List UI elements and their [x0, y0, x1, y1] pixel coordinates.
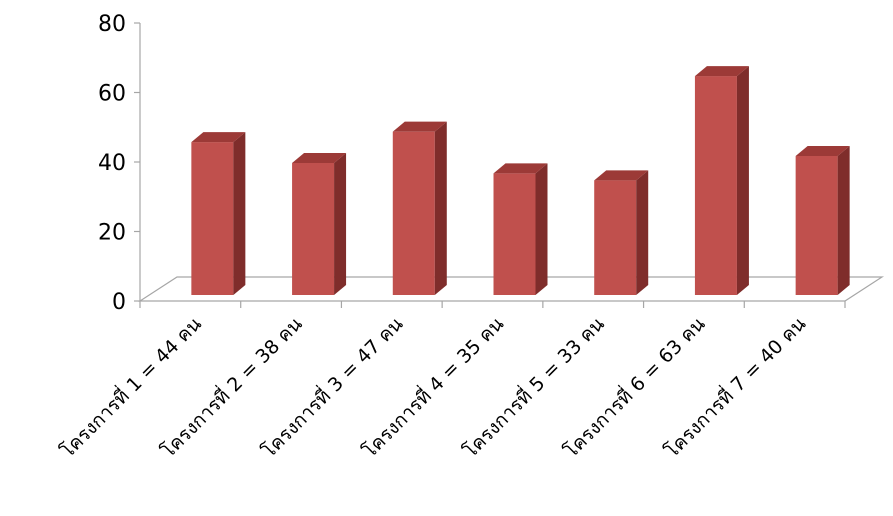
bar-top-face [694, 66, 749, 77]
y-tick-label: 60 [98, 82, 126, 107]
bar-side-face [736, 66, 749, 295]
y-tick-label: 40 [98, 151, 126, 176]
bar [694, 66, 749, 295]
bar-front-face [392, 131, 435, 295]
bar [594, 170, 649, 295]
bar-top-face [191, 132, 246, 143]
bar-side-face [636, 170, 649, 295]
bar-side-face [434, 121, 447, 295]
bar-front-face [191, 142, 234, 295]
bar-top-face [392, 121, 447, 132]
bar-top-face [594, 170, 649, 181]
bar [292, 152, 347, 295]
bar-front-face [795, 156, 838, 295]
bar [392, 121, 447, 295]
bar-front-face [292, 162, 335, 295]
y-tick-label: 0 [112, 290, 126, 315]
bar-side-face [233, 132, 246, 295]
y-tick-label: 80 [98, 12, 126, 37]
bar-side-face [334, 152, 347, 295]
y-tick-label: 20 [98, 221, 126, 246]
bar-side-face [837, 146, 850, 295]
bar-side-face [535, 163, 548, 295]
bar [795, 146, 850, 295]
bar [493, 163, 548, 295]
bar-top-face [493, 163, 548, 174]
bar [191, 132, 246, 295]
bar-front-face [493, 173, 536, 295]
bar-top-face [795, 146, 850, 156]
bar-front-face [694, 76, 737, 295]
bar-front-face [594, 180, 637, 295]
axes [134, 22, 846, 308]
bars [191, 66, 850, 295]
bar-top-face [292, 152, 347, 163]
